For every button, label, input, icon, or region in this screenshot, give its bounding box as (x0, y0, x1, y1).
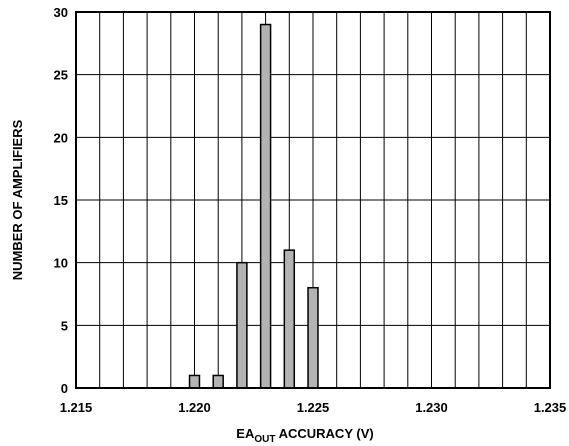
y-tick-label: 5 (61, 318, 68, 333)
histogram-bar (259, 23, 272, 389)
bars-group (188, 23, 319, 389)
y-tick-labels: 0 5 10 15 20 25 30 (54, 5, 68, 396)
x-tick-label: 1.220 (178, 400, 211, 415)
histogram-bar (212, 374, 224, 389)
x-axis-title: EAOUT ACCURACY (V) (236, 426, 373, 445)
y-axis-title: NUMBER OF AMPLIFIERS (10, 119, 25, 280)
x-tick-label: 1.235 (534, 400, 567, 415)
x-tick-label: 1.230 (415, 400, 448, 415)
x-tick-labels: 1.215 1.220 1.225 1.230 1.235 (60, 400, 567, 415)
x-tick-label: 1.225 (297, 400, 330, 415)
y-tick-label: 0 (61, 381, 68, 396)
histogram-bar (236, 261, 248, 389)
y-tick-label: 30 (54, 5, 68, 20)
grid-lines (76, 12, 550, 388)
plot-frame (75, 11, 551, 389)
y-tick-label: 20 (54, 130, 68, 145)
y-tick-label: 15 (54, 193, 68, 208)
histogram-bar (283, 249, 296, 389)
x-tick-label: 1.215 (60, 400, 93, 415)
histogram-bar (307, 286, 319, 389)
y-tick-label: 25 (54, 68, 68, 83)
histogram-bar (188, 374, 201, 389)
y-tick-label: 10 (54, 256, 68, 271)
